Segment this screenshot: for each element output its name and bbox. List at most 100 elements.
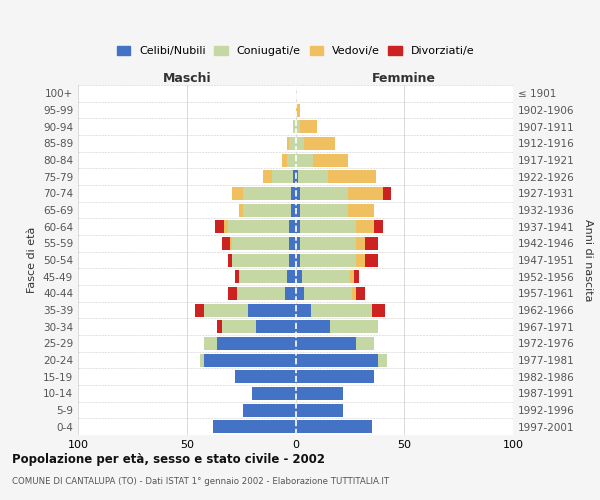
Legend: Celibi/Nubili, Coniugati/e, Vedovi/e, Divorziati/e: Celibi/Nubili, Coniugati/e, Vedovi/e, Di…: [112, 42, 479, 61]
Bar: [354, 270, 359, 283]
Bar: [221, 237, 230, 250]
Bar: [296, 254, 300, 266]
Bar: [296, 337, 356, 350]
Bar: [365, 237, 378, 250]
Bar: [350, 270, 354, 283]
Bar: [287, 154, 296, 166]
Bar: [289, 220, 296, 233]
Bar: [296, 170, 298, 183]
Bar: [217, 337, 296, 350]
Bar: [300, 220, 356, 233]
Bar: [296, 204, 300, 216]
Bar: [300, 254, 356, 266]
Bar: [296, 304, 311, 316]
Text: Maschi: Maschi: [163, 72, 211, 85]
Bar: [296, 237, 300, 250]
Bar: [296, 137, 304, 150]
Bar: [239, 204, 244, 216]
Bar: [304, 137, 335, 150]
Bar: [356, 287, 365, 300]
Bar: [296, 404, 343, 416]
Bar: [313, 154, 348, 166]
Text: Popolazione per età, sesso e stato civile - 2002: Popolazione per età, sesso e stato civil…: [12, 452, 325, 466]
Bar: [232, 187, 244, 200]
Bar: [356, 337, 374, 350]
Text: COMUNE DI CANTALUPA (TO) - Dati ISTAT 1° gennaio 2002 - Elaborazione TUTTITALIA.: COMUNE DI CANTALUPA (TO) - Dati ISTAT 1°…: [12, 477, 389, 486]
Bar: [348, 187, 383, 200]
Bar: [296, 387, 343, 400]
Bar: [204, 354, 296, 366]
Bar: [204, 337, 217, 350]
Bar: [348, 204, 374, 216]
Bar: [300, 237, 356, 250]
Bar: [289, 237, 296, 250]
Bar: [311, 304, 371, 316]
Bar: [378, 354, 387, 366]
Bar: [291, 204, 296, 216]
Bar: [244, 187, 291, 200]
Bar: [374, 220, 383, 233]
Bar: [356, 254, 365, 266]
Bar: [228, 254, 232, 266]
Bar: [331, 320, 378, 333]
Bar: [235, 370, 296, 383]
Bar: [287, 270, 296, 283]
Bar: [300, 120, 317, 133]
Bar: [232, 254, 289, 266]
Bar: [272, 170, 293, 183]
Bar: [221, 320, 256, 333]
Bar: [296, 354, 378, 366]
Bar: [248, 304, 296, 316]
Bar: [356, 220, 374, 233]
Bar: [252, 387, 296, 400]
Bar: [289, 254, 296, 266]
Bar: [228, 220, 289, 233]
Bar: [383, 187, 391, 200]
Bar: [196, 304, 204, 316]
Bar: [302, 270, 350, 283]
Y-axis label: Anni di nascita: Anni di nascita: [583, 219, 593, 301]
Bar: [204, 304, 248, 316]
Bar: [296, 370, 374, 383]
Bar: [235, 270, 239, 283]
Bar: [224, 220, 228, 233]
Bar: [371, 304, 385, 316]
Y-axis label: Fasce di età: Fasce di età: [28, 227, 37, 293]
Bar: [256, 320, 296, 333]
Bar: [328, 170, 376, 183]
Bar: [352, 287, 356, 300]
Bar: [296, 187, 300, 200]
Bar: [296, 220, 300, 233]
Bar: [291, 187, 296, 200]
Bar: [244, 404, 296, 416]
Bar: [304, 287, 352, 300]
Bar: [296, 320, 331, 333]
Bar: [228, 287, 237, 300]
Bar: [298, 170, 328, 183]
Bar: [293, 120, 296, 133]
Bar: [296, 287, 304, 300]
Bar: [213, 420, 296, 433]
Bar: [296, 154, 313, 166]
Bar: [232, 237, 289, 250]
Bar: [217, 320, 221, 333]
Bar: [244, 204, 291, 216]
Bar: [215, 220, 224, 233]
Bar: [300, 204, 348, 216]
Bar: [300, 187, 348, 200]
Bar: [293, 170, 296, 183]
Bar: [296, 270, 302, 283]
Bar: [284, 287, 296, 300]
Bar: [287, 137, 289, 150]
Bar: [237, 287, 284, 300]
Bar: [230, 237, 232, 250]
Bar: [289, 137, 296, 150]
Bar: [296, 420, 371, 433]
Bar: [356, 237, 365, 250]
Bar: [296, 104, 300, 117]
Bar: [239, 270, 287, 283]
Bar: [263, 170, 272, 183]
Bar: [283, 154, 287, 166]
Bar: [200, 354, 204, 366]
Bar: [365, 254, 378, 266]
